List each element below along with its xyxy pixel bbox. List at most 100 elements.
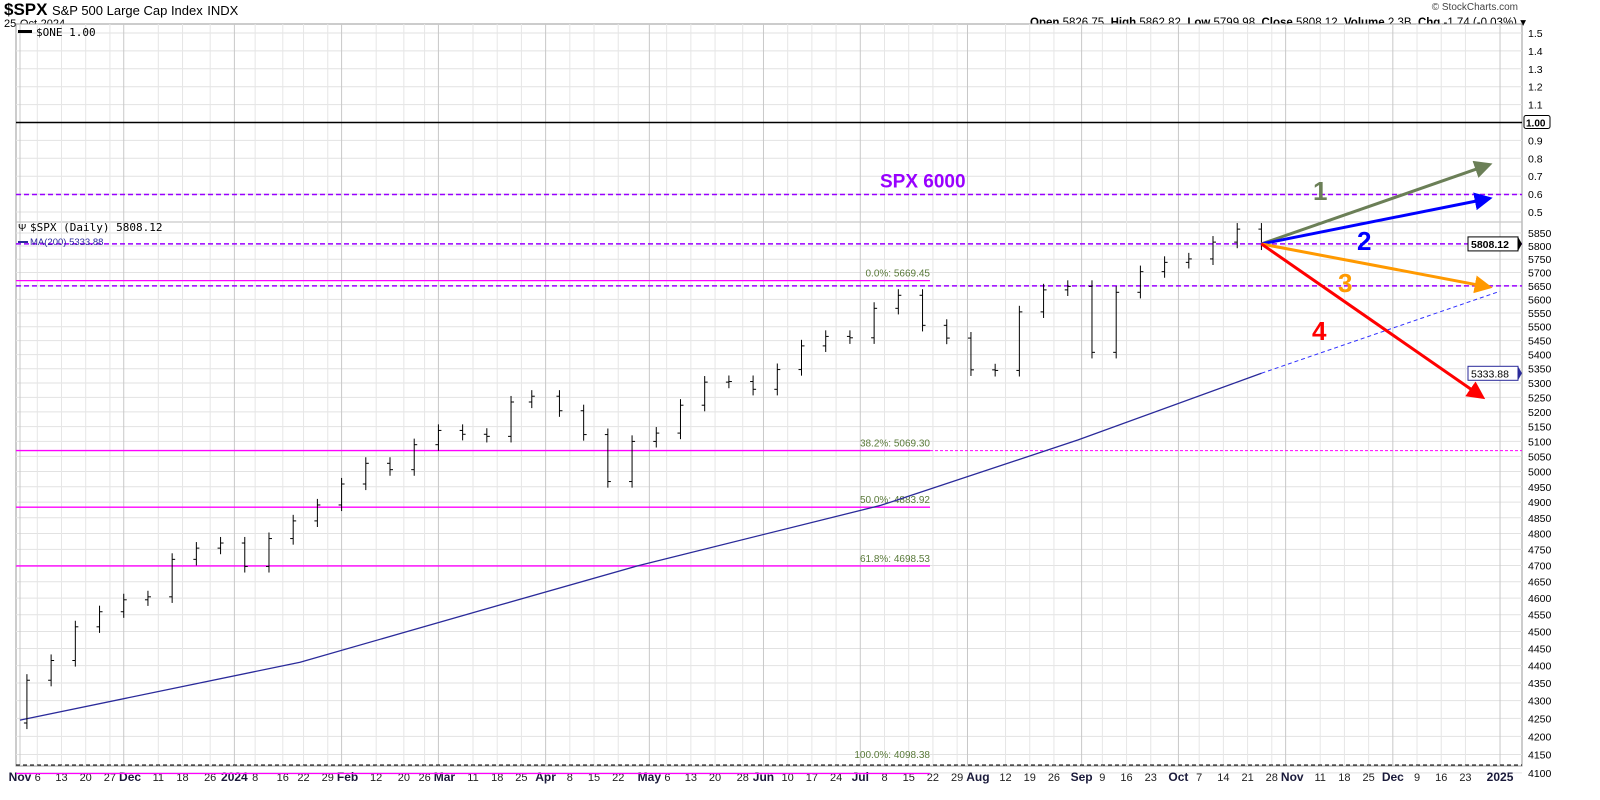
price-bar xyxy=(629,435,636,488)
y-tick-label: 5150 xyxy=(1528,422,1552,434)
x-tick-label: 12 xyxy=(999,772,1011,784)
x-tick-label: 8 xyxy=(567,772,573,784)
dropdown-icon[interactable]: ▾ xyxy=(1520,17,1526,29)
upper-tick-label: 0.6 xyxy=(1528,189,1543,201)
price-bar xyxy=(387,457,394,476)
x-tick-label: 22 xyxy=(927,772,939,784)
price-bar xyxy=(750,375,757,396)
fib-label: 0.0%: 5669.45 xyxy=(866,269,931,280)
price-bar xyxy=(1113,286,1120,359)
x-tick-label: 27 xyxy=(104,772,116,784)
x-tick-label: 28 xyxy=(737,772,749,784)
x-tick-label: 11 xyxy=(1314,772,1325,784)
price-bar xyxy=(265,532,272,573)
x-tick-label: 21 xyxy=(1241,772,1253,784)
upper-tick-label: 0.8 xyxy=(1528,153,1543,165)
ma-legend-swatch xyxy=(18,241,28,243)
x-tick-label: 13 xyxy=(55,772,67,784)
price-bar xyxy=(1210,236,1217,266)
price-bar xyxy=(96,605,103,633)
price-bar xyxy=(241,536,248,573)
x-tick-label: 20 xyxy=(398,772,410,784)
x-tick-label: 16 xyxy=(1435,772,1447,784)
price-bar xyxy=(1161,256,1168,278)
symbol: $SPX xyxy=(4,0,48,19)
x-tick-label: Jun xyxy=(753,770,774,784)
price-bar xyxy=(338,477,345,512)
ma-value-label: 5333.88 xyxy=(1471,368,1509,380)
y-tick-label: 4200 xyxy=(1528,731,1552,743)
ma-legend: MA(200) 5333.88 xyxy=(30,237,103,248)
price-bar xyxy=(895,289,902,315)
y-tick-label: 5650 xyxy=(1528,281,1552,293)
x-tick-label: 29 xyxy=(951,772,963,784)
y-tick-label: 5000 xyxy=(1528,466,1552,478)
price-bar xyxy=(1185,252,1192,269)
upper-tick-label: 0.5 xyxy=(1528,207,1543,219)
x-tick-label: Sep xyxy=(1071,770,1093,784)
x-tick-label: 25 xyxy=(515,772,527,784)
y-tick-label: 5500 xyxy=(1528,322,1552,334)
y-tick-label: 5050 xyxy=(1528,451,1552,463)
one-value-label: 1.00 xyxy=(1526,119,1546,130)
x-tick-label: 16 xyxy=(1120,772,1132,784)
x-tick-label: 7 xyxy=(1196,772,1202,784)
symbol-name: S&P 500 Large Cap Index xyxy=(51,3,203,18)
price-bar xyxy=(774,363,781,396)
y-tick-label: 4300 xyxy=(1528,696,1552,708)
x-tick-label: Nov xyxy=(1281,770,1304,784)
y-tick-label: 5700 xyxy=(1528,267,1552,279)
y-tick-label: 4100 xyxy=(1528,768,1552,780)
last-price-pointer xyxy=(1518,236,1522,251)
x-tick-label: 25 xyxy=(1362,772,1374,784)
price-bar xyxy=(23,674,30,730)
x-tick-label: Dec xyxy=(119,770,141,784)
x-tick-label: Nov xyxy=(9,770,32,784)
x-tick-label: 2024 xyxy=(221,770,248,784)
x-tick-label: 11 xyxy=(467,772,478,784)
y-tick-label: 5300 xyxy=(1528,378,1552,390)
x-tick-label: Apr xyxy=(535,770,556,784)
price-bar xyxy=(508,395,515,443)
y-tick-label: 4450 xyxy=(1528,644,1552,656)
x-tick-label: 9 xyxy=(1099,772,1105,784)
upper-tick-label: 0.7 xyxy=(1528,171,1543,183)
fib-label: 100.0%: 4098.38 xyxy=(854,750,930,761)
upper-tick-label: 1.1 xyxy=(1528,100,1543,112)
ma200-line xyxy=(19,372,1262,721)
x-tick-label: 22 xyxy=(612,772,624,784)
price-bar xyxy=(943,319,950,345)
y-tick-label: 4600 xyxy=(1528,593,1552,605)
y-tick-label: 4400 xyxy=(1528,661,1552,673)
fib-label: 38.2%: 5069.30 xyxy=(860,439,930,450)
x-tick-label: 28 xyxy=(1266,772,1278,784)
one-legend: $ONE 1.00 xyxy=(36,26,96,39)
price-bar xyxy=(362,457,369,491)
level-label: SPX 6000 xyxy=(880,172,966,193)
exchange: INDX xyxy=(207,3,239,18)
y-tick-label: 4700 xyxy=(1528,560,1552,572)
y-tick-label: 5850 xyxy=(1528,228,1552,240)
x-tick-label: Aug xyxy=(966,770,989,784)
x-tick-label: 15 xyxy=(588,772,600,784)
x-tick-label: 12 xyxy=(370,772,382,784)
scenario-label-4: 4 xyxy=(1312,316,1327,346)
y-tick-label: 5550 xyxy=(1528,308,1552,320)
y-tick-label: 5250 xyxy=(1528,392,1552,404)
y-tick-label: 4650 xyxy=(1528,577,1552,589)
x-tick-label: 17 xyxy=(806,772,818,784)
price-bar xyxy=(169,553,176,603)
price-bar xyxy=(1064,280,1071,296)
scenario-arrow-4 xyxy=(1260,242,1486,400)
x-tick-label: 13 xyxy=(685,772,697,784)
price-bar xyxy=(798,339,805,376)
scenario-arrow-3 xyxy=(1261,242,1493,294)
price-bar xyxy=(919,289,926,332)
price-bar xyxy=(144,590,151,606)
price-bar xyxy=(992,363,999,377)
y-tick-label: 5600 xyxy=(1528,294,1552,306)
x-tick-label: 8 xyxy=(881,772,887,784)
x-tick-label: 26 xyxy=(418,772,430,784)
price-bar xyxy=(528,390,535,409)
price-bar xyxy=(459,424,466,441)
